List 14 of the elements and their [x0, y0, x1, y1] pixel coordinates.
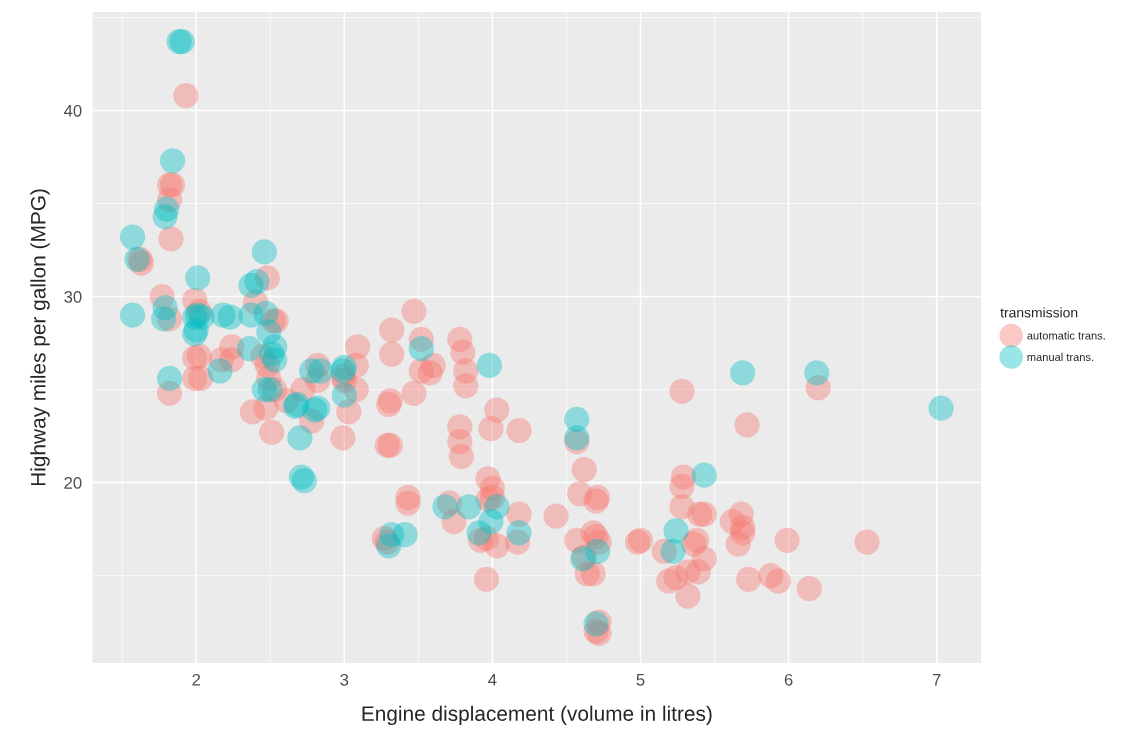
- legend-label: manual trans.: [1027, 352, 1094, 361]
- x-tick-label: 3: [340, 673, 349, 686]
- x-tick-label: 4: [488, 674, 497, 686]
- x-tick-label: 5: [636, 674, 645, 686]
- y-tick-label: 40: [64, 104, 82, 117]
- x-tick-label: 6: [784, 673, 793, 686]
- x-axis-title: Engine displacement (volume in litres): [362, 705, 712, 726]
- y-tick-label: 20: [64, 477, 82, 489]
- x-tick-label: 7: [932, 674, 941, 686]
- legend-label: automatic trans.: [1027, 331, 1105, 340]
- x-tick-label: 2: [192, 673, 201, 686]
- y-tick-label: 30: [64, 290, 82, 303]
- legend-title: transmission: [1000, 307, 1078, 318]
- y-axis-title: Highway miles per gallon (MPG): [30, 189, 50, 486]
